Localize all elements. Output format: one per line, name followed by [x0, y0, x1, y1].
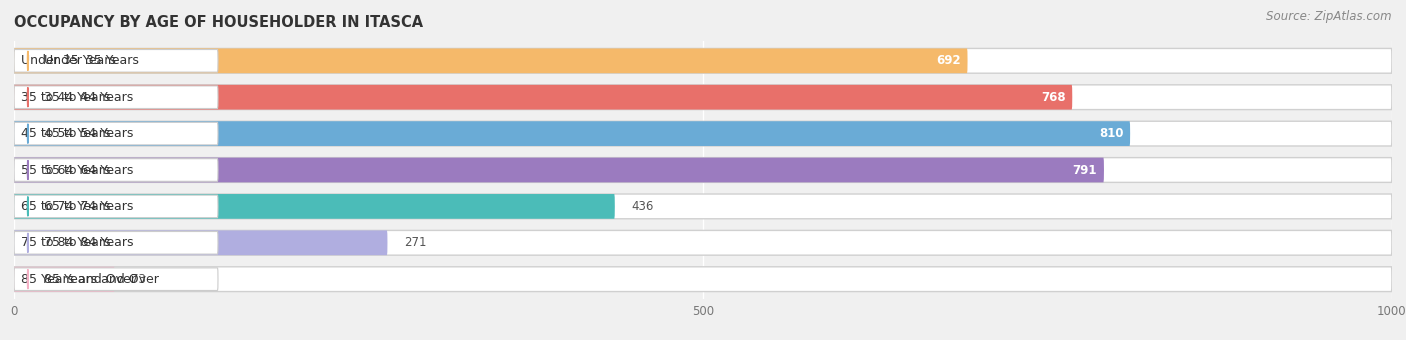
Text: 55 to 64 Years: 55 to 64 Years: [21, 164, 110, 176]
FancyBboxPatch shape: [14, 122, 218, 145]
FancyBboxPatch shape: [14, 231, 388, 255]
FancyBboxPatch shape: [14, 48, 1392, 73]
FancyBboxPatch shape: [14, 121, 1392, 146]
FancyBboxPatch shape: [14, 48, 967, 73]
Text: 75 to 84 Years: 75 to 84 Years: [21, 236, 111, 249]
Text: 55 to 64 Years: 55 to 64 Years: [45, 164, 134, 176]
Text: 436: 436: [631, 200, 654, 213]
Text: Source: ZipAtlas.com: Source: ZipAtlas.com: [1267, 10, 1392, 23]
FancyBboxPatch shape: [14, 231, 1392, 255]
Text: 271: 271: [404, 236, 426, 249]
FancyBboxPatch shape: [14, 159, 218, 181]
FancyBboxPatch shape: [14, 194, 614, 219]
FancyBboxPatch shape: [14, 158, 1104, 182]
Text: 35 to 44 Years: 35 to 44 Years: [45, 91, 134, 104]
Text: OCCUPANCY BY AGE OF HOUSEHOLDER IN ITASCA: OCCUPANCY BY AGE OF HOUSEHOLDER IN ITASC…: [14, 15, 423, 30]
FancyBboxPatch shape: [14, 85, 1073, 109]
FancyBboxPatch shape: [14, 194, 1392, 219]
Text: 65 to 74 Years: 65 to 74 Years: [45, 200, 134, 213]
FancyBboxPatch shape: [14, 267, 115, 292]
FancyBboxPatch shape: [14, 86, 218, 108]
FancyBboxPatch shape: [14, 158, 1392, 182]
FancyBboxPatch shape: [14, 195, 218, 218]
Text: 35 to 44 Years: 35 to 44 Years: [21, 91, 110, 104]
Text: Under 35 Years: Under 35 Years: [45, 54, 139, 67]
Text: 65 to 74 Years: 65 to 74 Years: [21, 200, 110, 213]
Text: 45 to 54 Years: 45 to 54 Years: [45, 127, 134, 140]
Text: 810: 810: [1098, 127, 1123, 140]
Text: 85 Years and Over: 85 Years and Over: [45, 273, 159, 286]
FancyBboxPatch shape: [14, 267, 1392, 292]
FancyBboxPatch shape: [14, 85, 1392, 109]
FancyBboxPatch shape: [14, 232, 218, 254]
Text: 791: 791: [1073, 164, 1097, 176]
Text: 75 to 84 Years: 75 to 84 Years: [45, 236, 134, 249]
Text: Under 35 Years: Under 35 Years: [21, 54, 115, 67]
FancyBboxPatch shape: [14, 121, 1130, 146]
Text: 45 to 54 Years: 45 to 54 Years: [21, 127, 110, 140]
Text: 85 Years and Over: 85 Years and Over: [21, 273, 136, 286]
FancyBboxPatch shape: [14, 268, 218, 290]
FancyBboxPatch shape: [14, 50, 218, 72]
Text: 692: 692: [936, 54, 960, 67]
Text: 768: 768: [1040, 91, 1066, 104]
Text: 73: 73: [131, 273, 146, 286]
